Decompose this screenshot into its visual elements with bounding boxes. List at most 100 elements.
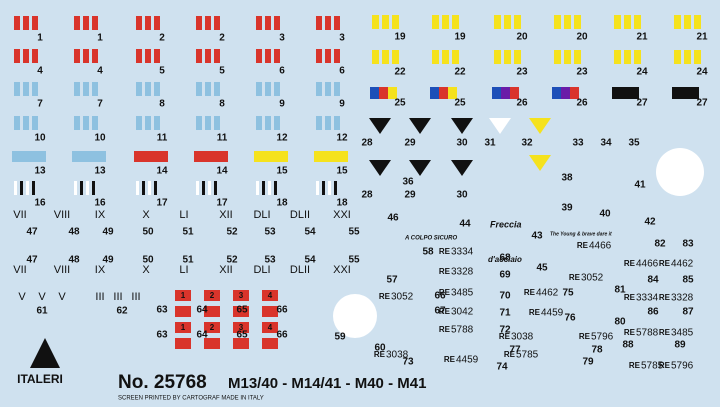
decal-number: 27 <box>696 98 708 109</box>
decal-number: 60 <box>374 343 386 354</box>
decal-number: 47 <box>26 227 38 238</box>
red-square <box>233 338 249 349</box>
flag-band <box>439 87 448 99</box>
stripe <box>322 181 325 195</box>
plate-prefix: RE <box>659 259 671 268</box>
plate-number: 3485 <box>671 328 694 339</box>
roman-numeral: VIII <box>54 209 71 221</box>
triangle <box>529 155 551 171</box>
color-bar <box>265 16 271 30</box>
plate-prefix: RE <box>439 288 451 297</box>
decal-number: 77 <box>509 345 521 356</box>
plate-number: 5788 <box>636 328 659 339</box>
red-square <box>204 290 220 301</box>
plate-number: 4459 <box>541 308 564 319</box>
color-bar <box>74 82 80 96</box>
color-bar <box>83 49 89 63</box>
triangle <box>369 118 391 134</box>
color-bar <box>452 15 459 29</box>
triangle <box>451 118 473 134</box>
decal-number: 41 <box>634 180 646 191</box>
plate-number: 3485 <box>451 288 474 299</box>
color-bar <box>564 15 571 29</box>
decal-number: 2 <box>219 33 225 44</box>
decal-number: 19 <box>394 32 406 43</box>
decal-number: 64 <box>196 330 208 341</box>
color-bar <box>83 82 89 96</box>
decal-number: 65 <box>236 330 248 341</box>
stripe <box>214 181 217 195</box>
color-bar <box>334 49 340 63</box>
plate-prefix: RE <box>499 332 511 341</box>
plate-prefix: RE <box>439 307 451 316</box>
decal-number: 49 <box>102 255 114 266</box>
plate-prefix: RE <box>624 293 636 302</box>
plate-prefix: RE <box>374 350 386 359</box>
color-bar <box>154 16 160 30</box>
square-number: 3 <box>239 323 244 332</box>
red-square <box>233 306 249 317</box>
color-bar <box>694 50 701 64</box>
decal-number: 7 <box>37 99 43 110</box>
brand: ITALERI <box>17 372 63 386</box>
decal-number: 15 <box>276 166 288 177</box>
color-bar <box>392 15 399 29</box>
roman-numeral: XII <box>219 209 232 221</box>
decal-number: 5 <box>219 66 225 77</box>
flag-band <box>388 87 397 99</box>
decal-number: 68 <box>499 253 511 264</box>
decal-number: 8 <box>159 99 165 110</box>
plate-number: 5785 <box>516 350 539 361</box>
color-bar <box>92 16 98 30</box>
triangle <box>451 160 473 176</box>
decal-number: 18 <box>336 198 348 209</box>
color-bar <box>494 15 501 29</box>
color-bar <box>494 50 501 64</box>
decal-number: 51 <box>182 255 194 266</box>
decal-number: 42 <box>644 217 656 228</box>
color-bar <box>684 15 691 29</box>
decal-number: 21 <box>696 32 708 43</box>
decal-number: 32 <box>521 138 533 149</box>
decal-number: 79 <box>582 357 594 368</box>
stripe <box>148 181 151 195</box>
decal-number: 54 <box>304 255 316 266</box>
color-bar <box>74 116 80 130</box>
plate-number: 3038 <box>386 350 409 361</box>
decal-number: 80 <box>614 317 626 328</box>
color-bar <box>214 82 220 96</box>
decal-number: 6 <box>279 66 285 77</box>
decal-number: 66 <box>434 291 446 302</box>
flag-band <box>510 87 519 99</box>
roman-numeral: X <box>142 264 150 276</box>
flag-band <box>672 87 681 99</box>
decal-number: 43 <box>531 231 543 242</box>
decal-number: 24 <box>636 67 648 78</box>
decal-number: 76 <box>564 313 576 324</box>
flag-band <box>430 87 439 99</box>
color-bar <box>674 50 681 64</box>
flag-band <box>612 87 621 99</box>
decal-number: 40 <box>599 209 611 220</box>
color-bar <box>134 151 168 162</box>
decal-number: 17 <box>216 198 228 209</box>
decal-number: 22 <box>394 67 406 78</box>
decal-number: 28 <box>361 138 373 149</box>
color-bar <box>23 16 29 30</box>
flag-band <box>570 87 579 99</box>
plate-prefix: RE <box>444 355 456 364</box>
decal-number: 4 <box>37 66 43 77</box>
decal-number: 65 <box>236 305 248 316</box>
color-bar <box>316 16 322 30</box>
decal-number: 64 <box>196 305 208 316</box>
color-bar <box>196 49 202 63</box>
color-bar <box>83 116 89 130</box>
color-bar <box>452 50 459 64</box>
decal-number: 70 <box>499 291 511 302</box>
plate-number: 5788 <box>451 325 474 336</box>
square-number: 1 <box>181 323 186 332</box>
roman-numeral: LI <box>179 264 188 276</box>
decal-number: 49 <box>102 227 114 238</box>
plate-prefix: RE <box>659 293 671 302</box>
decal-number: 26 <box>516 98 528 109</box>
